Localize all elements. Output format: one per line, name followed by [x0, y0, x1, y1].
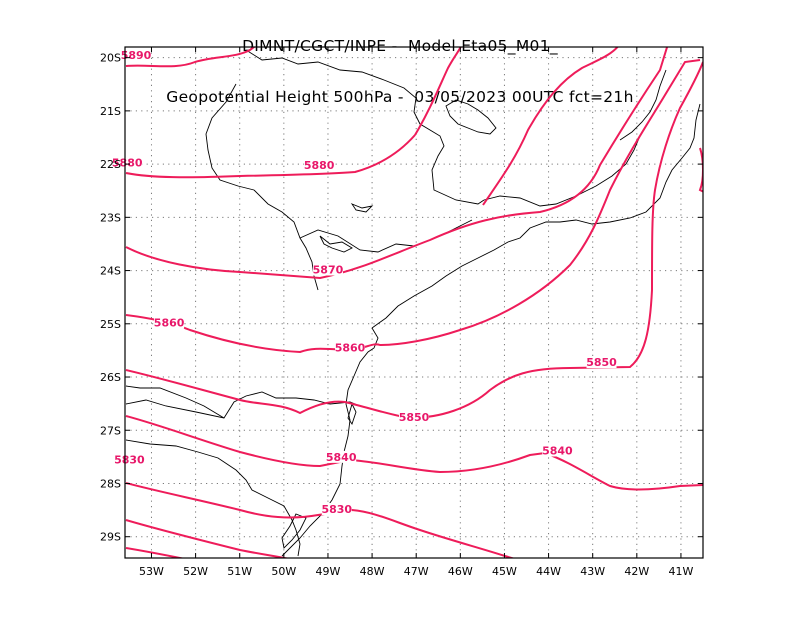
river-paranapanema: [299, 219, 473, 253]
contour-label: 5860: [335, 342, 366, 355]
contour-label: 5850: [399, 411, 430, 424]
coastline-and-borders: [125, 49, 701, 557]
lon-tick-label: 49W: [316, 565, 341, 578]
contour-lines: [125, 47, 703, 558]
title-line-1: DIMNT/CGCT/INPE - Model Eta05_M01_: [242, 37, 558, 55]
contour-5890-a: [125, 47, 256, 68]
contour-label: 5880: [304, 159, 335, 172]
contour-label: 5840: [542, 444, 573, 457]
contour-label: 5890: [121, 49, 152, 62]
lat-tick-label: 20S: [100, 52, 121, 65]
border-argentina: [125, 385, 225, 419]
lat-tick-label: 24S: [100, 265, 121, 278]
paraiba-valley: [483, 135, 641, 207]
lon-tick-label: 50W: [271, 565, 296, 578]
lon-tick-label: 51W: [227, 565, 252, 578]
lon-tick-label: 52W: [183, 565, 208, 578]
lat-tick-label: 27S: [100, 424, 121, 437]
lon-tick-label: 42W: [624, 565, 649, 578]
coast-south: [281, 327, 379, 557]
contour-5820: [125, 519, 290, 558]
state-border-pr-sc: [125, 391, 361, 419]
map-frame: [124, 46, 704, 559]
contour-label: 5840: [326, 451, 357, 464]
lon-tick-label: 43W: [580, 565, 605, 578]
lon-tick-label: 48W: [360, 565, 385, 578]
lon-tick-label: 41W: [669, 565, 694, 578]
contour-label-bg: [321, 503, 352, 516]
state-border-es: [619, 69, 667, 141]
lat-tick-label: 28S: [100, 477, 121, 490]
lagoa-dos-patos: [281, 513, 307, 549]
contour-label: 5860: [154, 317, 185, 330]
border-uruguay-rs: [125, 439, 301, 557]
lat-tick-label: 25S: [100, 318, 121, 331]
contour-label: 5830: [321, 503, 352, 516]
lon-tick-label: 45W: [492, 565, 517, 578]
contour-5840: [125, 415, 703, 491]
lat-tick-label: 29S: [100, 531, 121, 544]
contour-5880-b: [482, 47, 619, 206]
reservoir-capivara: [319, 235, 353, 253]
lat-tick-label: 23S: [100, 211, 121, 224]
contour-5870: [125, 47, 669, 280]
contour-label-bg: [399, 410, 429, 423]
reservoir-furnas: [350, 203, 374, 213]
contour-5850: [125, 61, 703, 420]
lat-tick-label: 22S: [100, 158, 121, 171]
sea-island-sc: [347, 402, 357, 426]
contour-label-bg: [326, 450, 357, 463]
contour-label-bg: [586, 356, 617, 369]
contour-labels: 5890 5880 5880 5870 5860 5860 5850 5850 5840 5840…: [112, 48, 617, 516]
contour-label-bg: [154, 316, 185, 329]
river-grande-mg: [445, 99, 497, 135]
lon-tick-label: 44W: [536, 565, 561, 578]
contour-5880-a: [125, 134, 416, 179]
lon-tick-label: 53W: [139, 565, 164, 578]
contour-label-bg: [114, 453, 145, 466]
coast-sp-rj: [371, 103, 701, 329]
contour-5860: [125, 59, 701, 354]
contour-5830: [125, 482, 516, 558]
contour-label-bg: [304, 159, 335, 172]
axis-ticks: 53W 52W 51W 50W 49W 48W 47W 46W 45W 44W 43W 42W 41W 2…: [100, 47, 703, 578]
contour-label: 5880: [112, 157, 143, 170]
contour-5890-b: [414, 47, 462, 136]
contour-label: 5830: [114, 454, 145, 467]
lon-tick-label: 47W: [404, 565, 429, 578]
contour-5810: [125, 547, 186, 558]
state-border-mg-sp: [245, 49, 485, 205]
contour-label: 5850: [586, 356, 617, 369]
contour-label-bg: [112, 156, 143, 169]
contour-label-bg: [335, 341, 366, 354]
lat-lon-grid: [125, 47, 703, 558]
lat-tick-label: 26S: [100, 371, 121, 384]
lon-tick-label: 46W: [448, 565, 473, 578]
contour-label-bg: [312, 263, 343, 276]
contour-label-bg: [542, 444, 573, 457]
lat-tick-label: 21S: [100, 105, 121, 118]
state-border-goias: [205, 83, 255, 191]
contour-label: 5870: [313, 263, 344, 276]
